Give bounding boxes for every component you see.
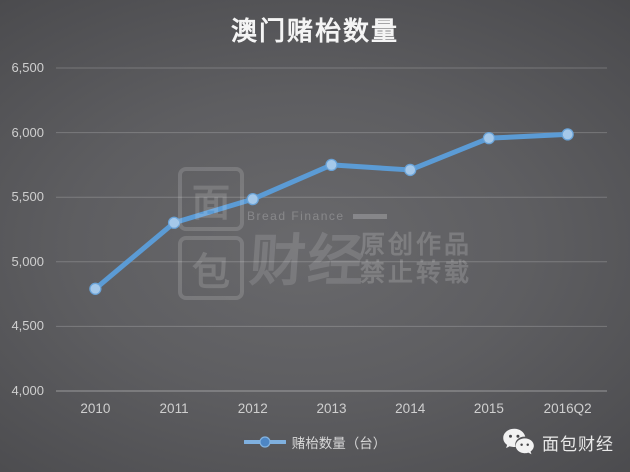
x-axis-tick-label: 2012 — [237, 401, 268, 416]
chart-title: 澳门赌枱数量 — [230, 16, 399, 46]
footer-brand: 面包财经 — [502, 427, 614, 457]
x-axis-tick-label: 2015 — [473, 401, 504, 416]
y-axis-tick-label: 5,500 — [11, 189, 44, 205]
line-marker-icon — [243, 436, 286, 448]
series-line — [92, 131, 571, 292]
footer-brand-name: 面包财经 — [542, 434, 614, 454]
x-axis-tick-label: 2016Q2 — [543, 401, 592, 416]
legend-series-label: 赌枱数量（台） — [291, 436, 387, 451]
y-axis-tick-label: 4,500 — [11, 318, 44, 334]
data-point — [561, 128, 574, 141]
y-axis-tick-label: 6,500 — [11, 60, 44, 75]
y-axis-tick-label: 5,000 — [11, 253, 44, 269]
data-point — [246, 192, 259, 206]
x-axis-tick-label: 2011 — [159, 401, 189, 416]
wechat-icon — [503, 428, 534, 455]
data-point — [89, 282, 102, 295]
x-axis-tick-label: 2010 — [80, 401, 111, 416]
y-axis-tick-label: 4,000 — [11, 383, 44, 398]
data-point — [167, 216, 181, 229]
x-axis-tick-label: 2014 — [395, 401, 426, 416]
data-point — [404, 163, 417, 177]
y-axis-tick-label: 6,000 — [11, 124, 44, 140]
x-axis-tick-label: 2013 — [316, 401, 347, 416]
data-point — [325, 158, 338, 172]
data-point — [482, 132, 496, 145]
chart-legend: 赌枱数量（台） — [0, 432, 630, 452]
